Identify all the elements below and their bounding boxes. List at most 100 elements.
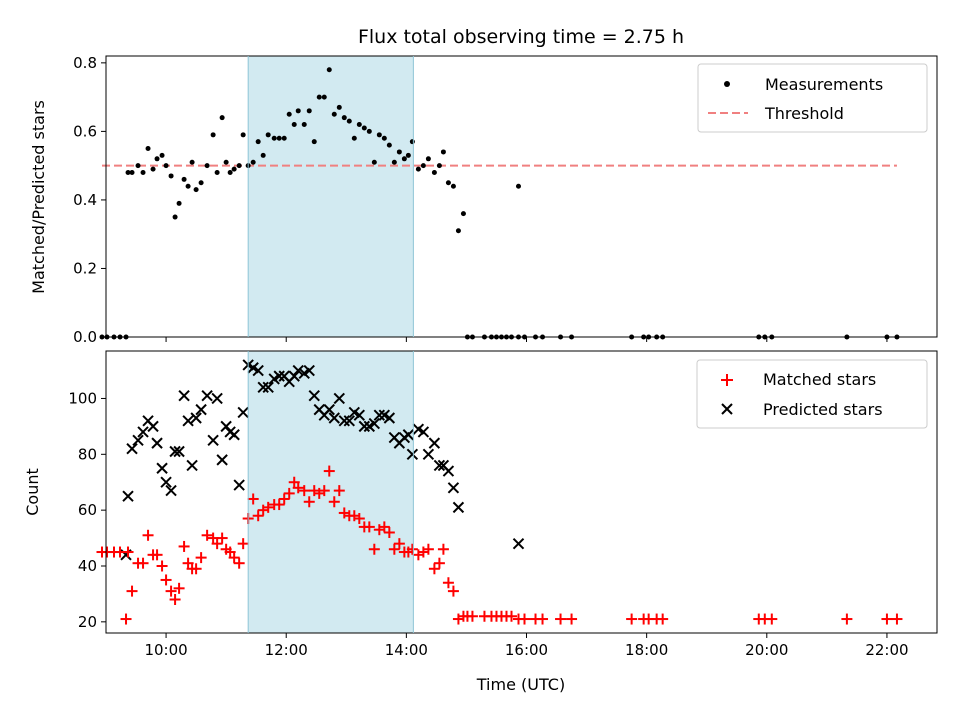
measurement-point xyxy=(125,170,131,176)
measurement-point xyxy=(415,166,421,172)
matched-star-point xyxy=(657,613,669,625)
measurement-point xyxy=(405,152,411,158)
predicted-star-point xyxy=(126,443,138,455)
measurement-point xyxy=(193,187,199,193)
top-axes-frame xyxy=(105,55,938,338)
matched-star-point xyxy=(388,543,400,555)
y-tick-label: 100 xyxy=(68,389,97,407)
measurement-point xyxy=(176,200,182,206)
matched-star-point xyxy=(328,496,340,508)
predicted-star-point xyxy=(422,448,435,461)
matched-star-point xyxy=(505,610,517,622)
measurement-point xyxy=(361,125,367,131)
measurement-point xyxy=(376,132,382,138)
matched-star-point xyxy=(190,563,202,575)
matched-star-point xyxy=(283,487,295,499)
matched-star-point xyxy=(273,499,285,511)
predicted-star-point xyxy=(252,364,264,377)
predicted-star-point xyxy=(165,484,177,497)
legend-measurements-marker xyxy=(724,81,730,87)
measurement-point xyxy=(260,152,266,158)
matched-star-point xyxy=(466,610,478,622)
measurement-point xyxy=(351,135,357,141)
matched-stars-points xyxy=(96,465,903,625)
measurement-point xyxy=(336,104,342,110)
predicted-star-point xyxy=(292,364,304,377)
predicted-star-point xyxy=(333,392,345,405)
matched-star-point xyxy=(433,557,445,569)
y-tick-label: 0.4 xyxy=(73,191,97,209)
measurement-points xyxy=(99,67,900,340)
matched-star-point xyxy=(237,538,249,550)
measurement-point xyxy=(515,183,521,189)
measurement-point xyxy=(219,115,225,121)
measurement-point xyxy=(301,122,307,128)
matched-star-point xyxy=(156,560,168,572)
measurement-point xyxy=(341,115,347,121)
matched-star-point xyxy=(233,557,245,569)
matched-star-point xyxy=(122,546,134,558)
matched-star-point xyxy=(323,465,335,477)
matched-star-point xyxy=(137,557,149,569)
matched-star-point xyxy=(378,521,390,533)
measurement-point xyxy=(159,152,165,158)
predicted-star-point xyxy=(137,426,149,438)
predicted-star-point xyxy=(160,476,172,488)
matched-star-point xyxy=(333,485,345,497)
predicted-star-point xyxy=(237,406,249,419)
measurement-point xyxy=(189,159,195,165)
measurement-point xyxy=(420,163,426,169)
matched-star-point xyxy=(519,613,531,625)
predicted-star-point xyxy=(273,370,285,382)
top-legend: Measurements Threshold xyxy=(697,63,928,133)
predicted-star-point xyxy=(169,445,181,458)
legend-predicted-marker xyxy=(721,403,733,415)
matched-star-point xyxy=(363,521,375,533)
top-legend-box xyxy=(697,63,928,133)
matched-star-point xyxy=(182,557,194,569)
bottom-legend-box xyxy=(696,359,928,429)
matched-star-point xyxy=(881,613,893,625)
predicted-star-point xyxy=(308,389,320,402)
matched-star-point xyxy=(292,482,304,494)
predicted-star-point xyxy=(182,415,194,427)
matched-star-point xyxy=(228,552,240,564)
predicted-star-point xyxy=(368,417,381,430)
bottom-observing-span xyxy=(248,351,414,633)
measurement-point xyxy=(210,132,216,138)
measurement-point xyxy=(265,132,271,138)
measurement-point xyxy=(286,111,292,117)
measurement-point xyxy=(371,159,377,165)
predicted-star-point xyxy=(195,403,207,416)
y-tick-label: 80 xyxy=(78,445,97,463)
bottom-y-axis-label: Count xyxy=(23,468,42,516)
matched-star-point xyxy=(160,574,172,586)
measurement-point xyxy=(255,139,261,145)
measurement-point xyxy=(356,122,362,128)
top-x-ticks xyxy=(165,337,888,342)
matched-star-point xyxy=(891,613,903,625)
measurement-point xyxy=(445,180,451,186)
matched-star-point xyxy=(247,493,259,505)
measurement-point xyxy=(240,132,246,138)
matched-star-point xyxy=(428,563,440,575)
measurement-point xyxy=(316,94,322,100)
matched-star-point xyxy=(353,513,365,525)
measurement-point xyxy=(455,228,461,234)
measurement-point xyxy=(326,67,332,73)
matched-star-point xyxy=(173,582,185,594)
measurement-point xyxy=(366,128,372,134)
matched-star-point xyxy=(252,510,264,522)
measurement-point xyxy=(311,139,317,145)
measurement-point xyxy=(140,170,146,176)
matched-star-point xyxy=(211,538,223,550)
top-observing-span xyxy=(248,56,414,337)
matched-star-point xyxy=(437,543,449,555)
predicted-star-point xyxy=(343,415,355,427)
predicted-star-point xyxy=(228,429,240,441)
measurement-point xyxy=(450,183,456,189)
matched-star-point xyxy=(368,543,380,555)
measurement-point xyxy=(150,166,156,172)
measurement-point xyxy=(431,170,437,176)
